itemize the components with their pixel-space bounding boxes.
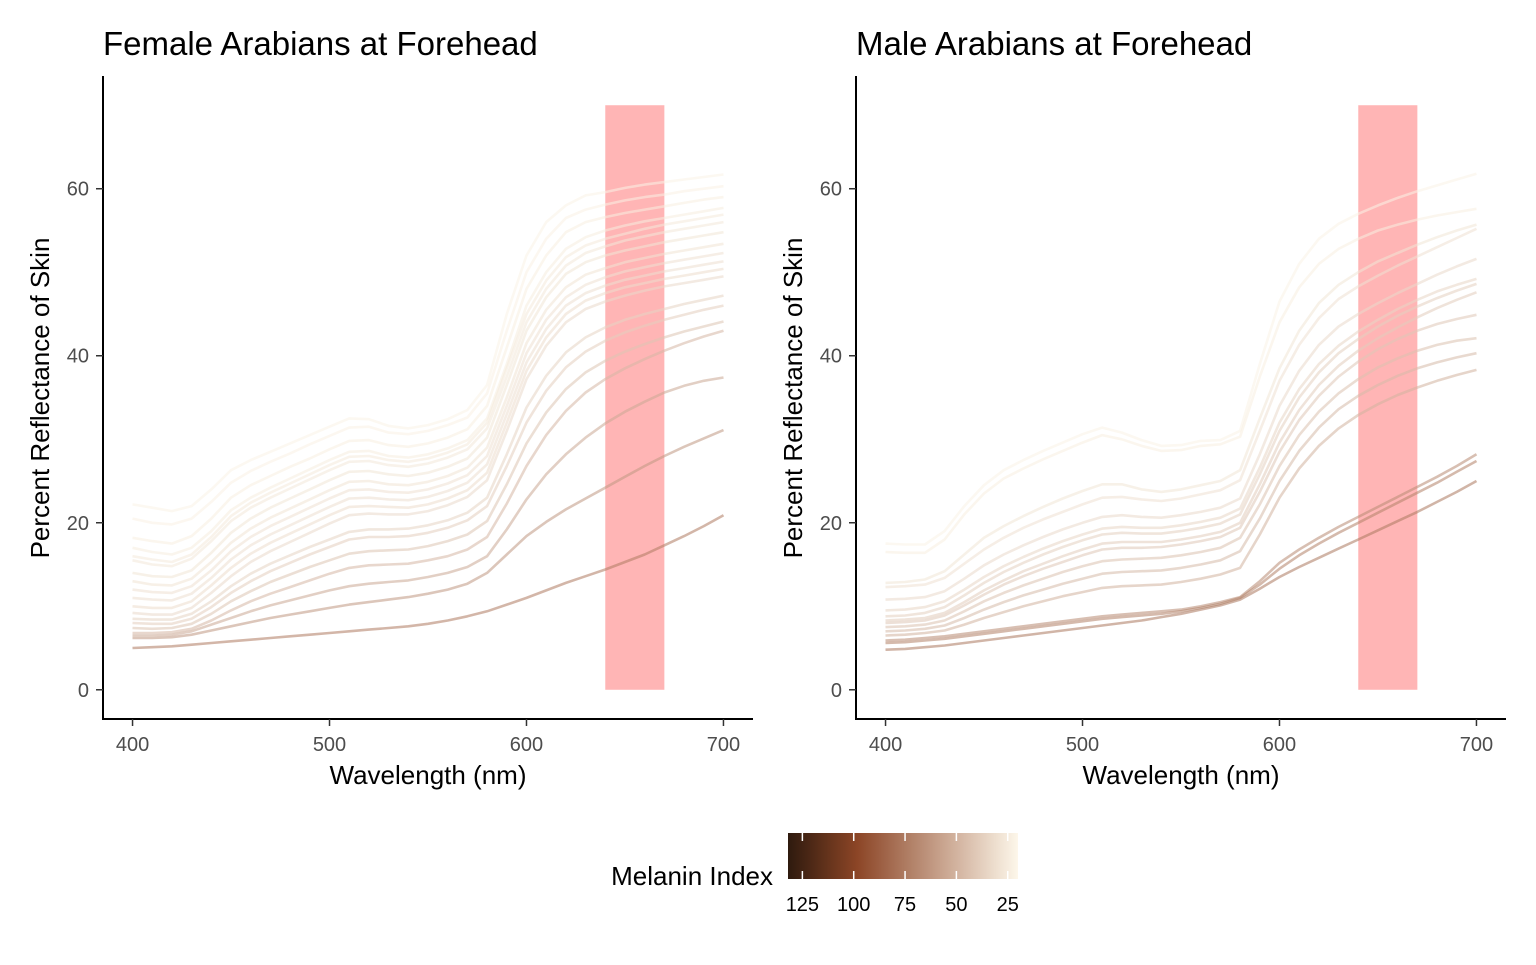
series-line-2 [885,223,1477,585]
legend-title: Melanin Index [611,861,773,891]
series-line-6 [885,282,1477,618]
series-line-7 [885,291,1477,622]
y-tick-label: 60 [67,179,89,201]
y-tick-label: 40 [820,346,842,368]
series-line-9 [132,267,724,610]
series-line-5 [132,230,724,579]
series-line-7 [132,251,724,595]
series-line-17 [132,428,725,640]
series-line-8 [132,260,724,602]
series-line-11 [885,368,1477,637]
y-axis-label: Percent Reflectance of Skin [25,238,55,559]
x-tick-label: 400 [869,734,902,756]
series-line-10 [885,351,1477,633]
series-line-14 [885,479,1478,651]
series-line-1 [885,207,1477,555]
panel-title-male: Male Arabians at Forehead [856,25,1252,62]
series-line-1 [132,184,724,526]
y-tick-label: 60 [820,179,842,201]
series-line-4 [885,257,1477,601]
series-line-12 [885,453,1478,642]
x-tick-label: 700 [707,734,740,756]
series-line-3 [132,206,724,556]
x-tick-label: 600 [1263,734,1296,756]
series-line-9 [885,336,1477,629]
x-tick-label: 700 [1460,734,1493,756]
x-tick-label: 500 [313,734,346,756]
panel-male: Male Arabians at Forehead 400 500 600 700 0 2… [778,25,1506,790]
series-line-15 [132,329,724,635]
x-axis-label: Wavelength (nm) [330,760,527,790]
legend-tick-label: 125 [786,894,819,916]
series-line-0 [132,173,724,513]
series-line-10 [132,275,724,616]
panel-female: Female Arabians at Forehead 400 500 600 700… [25,25,753,790]
series-line-16 [132,376,724,637]
series-line-6 [132,242,724,587]
series-line-13 [132,304,724,626]
y-tick-label: 20 [820,513,842,535]
legend-tick-label: 100 [837,894,870,916]
series-line-11 [132,213,724,564]
panel-title-female: Female Arabians at Forehead [103,25,538,62]
series-line-3 [885,227,1478,589]
legend-tick-label: 75 [894,894,916,916]
series-line-13 [885,459,1478,645]
y-tick-label: 40 [67,346,89,368]
x-tick-label: 500 [1066,734,1099,756]
series-line-14 [132,320,724,631]
y-tick-label: 0 [78,680,89,702]
legend-tick-label: 50 [945,894,967,916]
y-axis-label: Percent Reflectance of Skin [778,238,808,559]
series-line-0 [885,172,1477,546]
series-line-8 [885,313,1477,625]
x-axis-label: Wavelength (nm) [1083,760,1280,790]
legend-colorbar [788,833,1018,879]
series-line-5 [885,277,1477,612]
series-line-18 [132,514,725,650]
legend: Melanin Index 125 100 75 50 25 [611,833,1019,916]
x-tick-label: 600 [510,734,543,756]
series-line-2 [132,195,724,545]
legend-tick-label: 25 [997,894,1019,916]
y-tick-label: 20 [67,513,89,535]
x-tick-label: 400 [116,734,149,756]
series-line-4 [132,220,724,568]
series-line-12 [132,294,724,621]
y-tick-label: 0 [831,680,842,702]
